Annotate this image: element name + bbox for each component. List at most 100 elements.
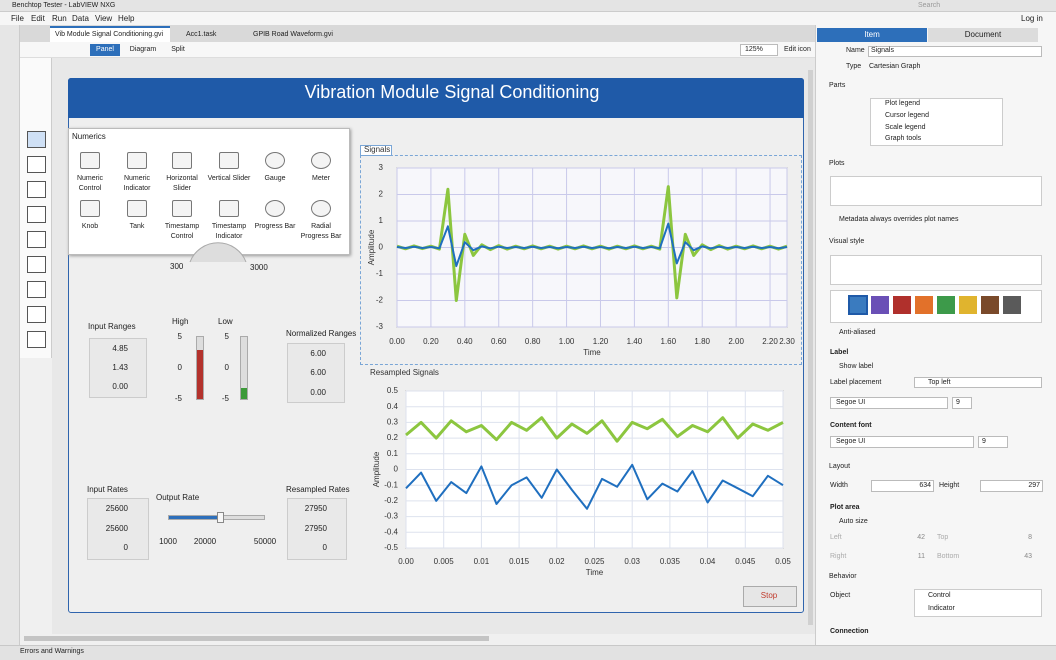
pane-tab[interactable]: Item: [864, 30, 880, 39]
pane-tab[interactable]: Document: [964, 30, 1002, 39]
stop-label[interactable]: Stop: [760, 591, 778, 600]
output-rate-thumb[interactable]: [217, 512, 224, 523]
y-tick-label: -0.2: [384, 496, 398, 505]
section-header[interactable]: Visual style: [829, 238, 865, 245]
palette-icon[interactable]: [27, 281, 46, 298]
x-tick-label: 0.005: [434, 557, 455, 566]
section-header[interactable]: Plots: [829, 160, 845, 167]
section-header[interactable]: Layout: [829, 463, 851, 470]
dropdown-value[interactable]: Segoe UI: [836, 438, 866, 445]
palette-item-label[interactable]: Horizontal Slider: [166, 175, 198, 192]
font-dropdown[interactable]: [830, 397, 948, 409]
section-header[interactable]: Parts: [829, 82, 846, 89]
palette-item-icon[interactable]: [127, 152, 147, 169]
view-button[interactable]: Split: [171, 46, 185, 53]
palette-item-label[interactable]: Gauge: [264, 175, 286, 182]
y-tick-label: 0.4: [387, 402, 399, 411]
palette-item-label[interactable]: Knob: [81, 223, 99, 230]
menu-item[interactable]: File: [11, 14, 24, 23]
dropdown-value[interactable]: 9: [982, 438, 986, 445]
menu-item[interactable]: Help: [118, 14, 135, 23]
palette-icon[interactable]: [27, 131, 46, 148]
view-button[interactable]: Diagram: [129, 46, 157, 53]
document-tab[interactable]: [928, 28, 1038, 42]
palette-icon[interactable]: [27, 206, 46, 223]
name-field[interactable]: [868, 46, 1042, 57]
content-size-dropdown[interactable]: [978, 436, 1008, 448]
status-label[interactable]: Errors and Warnings: [20, 648, 84, 655]
h-scrollbar[interactable]: [24, 636, 489, 641]
checkbox-label[interactable]: Scale legend: [885, 124, 926, 131]
knob[interactable]: [189, 242, 247, 263]
palette-icon[interactable]: [27, 231, 46, 248]
palette-item-label[interactable]: Tank: [129, 223, 145, 230]
login-link[interactable]: Log in: [1021, 14, 1043, 23]
checkbox-label[interactable]: Cursor legend: [885, 112, 929, 119]
radio-label[interactable]: Indicator: [928, 605, 955, 612]
width-field[interactable]: [871, 480, 934, 492]
checkbox-label[interactable]: Metadata always overrides plot names: [839, 216, 959, 223]
v-scrollbar[interactable]: [808, 70, 813, 625]
palette-item-icon[interactable]: [265, 200, 285, 217]
dropdown-value[interactable]: 9: [956, 399, 960, 406]
file-tab[interactable]: GPIB Road Waveform.gvi: [253, 31, 333, 38]
series-line: [405, 416, 784, 443]
palette-icon[interactable]: [27, 306, 46, 323]
palette-icon[interactable]: [27, 181, 46, 198]
palette-icon[interactable]: [27, 156, 46, 173]
placement-dropdown[interactable]: [914, 377, 1042, 388]
content-font-dropdown[interactable]: [830, 436, 974, 448]
palette-item-label[interactable]: Vertical Slider: [207, 175, 251, 182]
palette-icon[interactable]: [27, 331, 46, 348]
palette-item-label[interactable]: Timestamp Control: [164, 223, 200, 240]
palette-item-label[interactable]: Progress Bar: [254, 223, 296, 230]
palette-item-icon[interactable]: [127, 200, 147, 217]
palette-item-icon[interactable]: [311, 152, 331, 169]
menu-item[interactable]: Run: [52, 14, 67, 23]
search-box[interactable]: Search: [918, 2, 941, 9]
palette-item-icon[interactable]: [219, 200, 239, 217]
view-button[interactable]: Panel: [96, 46, 114, 53]
palette-item-label[interactable]: Meter: [312, 175, 330, 182]
size-dropdown[interactable]: [952, 397, 972, 409]
tab-bar: [20, 25, 815, 42]
palette-item-icon[interactable]: [265, 152, 285, 169]
control-label: High: [172, 317, 189, 326]
checkbox-label[interactable]: Auto size: [839, 518, 868, 525]
array-value: 6.00: [310, 349, 326, 358]
palette-item-label[interactable]: Numeric Control: [76, 175, 104, 192]
panel-button[interactable]: [90, 44, 120, 56]
palette-item-icon[interactable]: [219, 152, 239, 169]
menu-item[interactable]: View: [95, 14, 113, 23]
checkbox-label[interactable]: Graph tools: [885, 135, 922, 142]
active-tab[interactable]: [50, 26, 170, 42]
edit-icon-button[interactable]: Edit icon: [784, 46, 811, 53]
item-tab[interactable]: [817, 28, 927, 42]
dropdown-value[interactable]: Segoe UI: [836, 399, 866, 406]
palette-item-icon[interactable]: [311, 200, 331, 217]
stop-button[interactable]: [743, 586, 797, 607]
chart-title: Resampled Signals: [370, 368, 439, 377]
section-header[interactable]: Behavior: [829, 573, 857, 580]
menu-item[interactable]: Data: [72, 14, 89, 23]
palette-item-label[interactable]: Radial Progress Bar: [300, 223, 342, 240]
height-field[interactable]: [980, 480, 1043, 492]
checkbox-label[interactable]: Plot legend: [885, 100, 921, 107]
palette-item-icon[interactable]: [80, 200, 100, 217]
palette-item-label[interactable]: Numeric Indicator: [123, 175, 151, 192]
palette-item-label[interactable]: Timestamp Indicator: [211, 223, 247, 240]
dropdown-value[interactable]: Top left: [928, 379, 951, 386]
checkbox-label[interactable]: Anti-aliased: [839, 329, 876, 336]
radio-label[interactable]: Control: [928, 592, 951, 599]
zoom-box[interactable]: [740, 44, 778, 56]
file-tab[interactable]: Vib Module Signal Conditioning.gvi: [55, 31, 164, 38]
y-tick-label: -0.4: [384, 527, 398, 536]
zoom-level[interactable]: 125%: [745, 46, 763, 53]
palette-item-icon[interactable]: [172, 200, 192, 217]
palette-item-icon[interactable]: [80, 152, 100, 169]
palette-icon[interactable]: [27, 256, 46, 273]
palette-item-icon[interactable]: [172, 152, 192, 169]
file-tab[interactable]: Acc1.task: [186, 31, 217, 38]
checkbox-label[interactable]: Show label: [839, 363, 874, 370]
menu-item[interactable]: Edit: [31, 14, 45, 23]
